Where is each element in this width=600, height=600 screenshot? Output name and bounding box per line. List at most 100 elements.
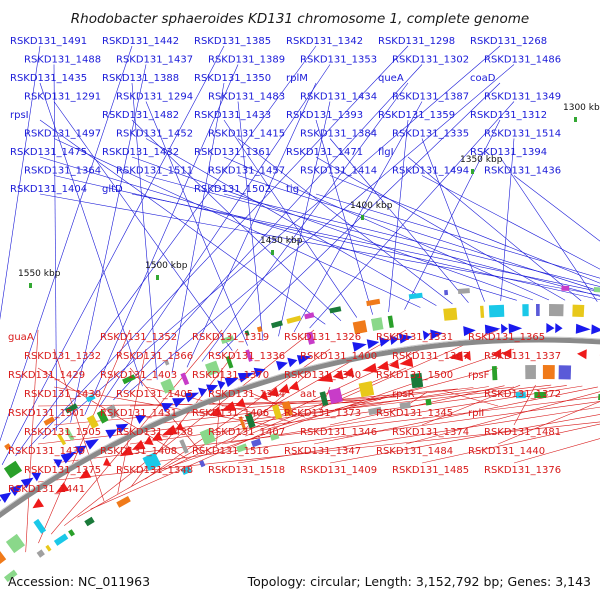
feature-block — [180, 372, 190, 386]
forward-gene-label: rplM — [286, 73, 308, 84]
gc-marker — [534, 392, 546, 398]
gc-marker — [425, 398, 432, 406]
feature-block — [5, 533, 26, 554]
forward-gene-label: coaD — [470, 73, 496, 84]
forward-gene-label: RSKD131_1394 — [470, 147, 547, 158]
tick-label: 1450 kbp — [260, 236, 303, 246]
reverse-gene-arrow — [448, 351, 463, 362]
forward-gene-arrow — [198, 387, 208, 397]
gc-marker — [199, 460, 206, 468]
reverse-gene-label: aat — [300, 389, 316, 400]
gc-marker — [122, 374, 136, 385]
tick-mark — [156, 275, 159, 280]
feature-block — [245, 349, 253, 362]
gc-marker — [116, 496, 131, 508]
reverse-gene-label: RSKD131_1319 — [192, 332, 269, 343]
gc-marker — [53, 533, 69, 546]
feature-block — [205, 360, 221, 376]
forward-gene-arrow — [31, 472, 42, 482]
reverse-gene-arrow — [317, 372, 333, 383]
forward-gene-arrow — [53, 459, 63, 468]
feature-block — [106, 404, 119, 419]
forward-gene-label: RSKD131_1475 — [10, 147, 87, 158]
reverse-gene-arrow — [362, 363, 378, 373]
forward-gene-label: flgI — [378, 147, 394, 158]
feature-block — [572, 304, 585, 317]
forward-gene-label: RSKD131_1434 — [300, 92, 377, 103]
forward-gene-label: RSKD131_1384 — [300, 129, 377, 140]
reverse-label-connector — [221, 396, 397, 407]
forward-gene-arrow — [75, 445, 87, 456]
forward-label-connector — [53, 175, 600, 301]
reverse-gene-label: RSKD131_1430 — [24, 389, 101, 400]
reverse-gene-arrow — [332, 369, 344, 380]
forward-label-connector — [98, 64, 331, 408]
forward-label-connector — [53, 138, 421, 308]
forward-label-connector — [39, 82, 143, 387]
reverse-gene-label: RSKD131_1407 — [208, 427, 285, 438]
tick-mark — [271, 250, 274, 255]
reverse-gene-label: RSKD131_1332 — [24, 351, 101, 362]
reverse-gene-label: RSKD131_1505 — [24, 427, 101, 438]
forward-label-connector — [0, 45, 41, 321]
forward-label-connector — [293, 101, 423, 333]
forward-gene-arrow — [135, 415, 147, 424]
reverse-label-connector — [117, 348, 147, 494]
forward-gene-arrow — [287, 357, 298, 368]
forward-gene-label: RSKD131_1483 — [208, 92, 285, 103]
gc-marker — [4, 569, 18, 582]
reverse-gene-arrow — [209, 406, 223, 416]
forward-gene-label: RSKD131_1353 — [300, 55, 377, 66]
forward-gene-arrow — [237, 372, 255, 383]
forward-gene-arrow — [463, 326, 476, 337]
forward-label-connector — [131, 156, 534, 301]
reverse-gene-label: RSKD131_1406 — [192, 408, 269, 419]
forward-label-connector — [84, 64, 239, 415]
forward-label-connector — [315, 119, 373, 315]
feature-block — [272, 404, 283, 420]
forward-gene-label: RSKD131_1488 — [24, 55, 101, 66]
feature-block — [86, 414, 99, 429]
forward-label-connector — [145, 101, 248, 346]
reverse-gene-arrow — [343, 367, 355, 378]
forward-gene-label: RSKD131_1388 — [102, 73, 179, 84]
feature-block — [238, 416, 247, 431]
gc-marker — [457, 288, 470, 294]
forward-gene-arrow — [253, 367, 266, 378]
forward-gene-label: RSKD131_1294 — [116, 92, 193, 103]
forward-gene-label: RSKD131_1387 — [392, 92, 469, 103]
forward-label-connector — [145, 175, 600, 297]
feature-block — [199, 427, 216, 446]
forward-gene-arrow — [555, 323, 563, 334]
forward-gene-arrow — [0, 499, 2, 502]
backbone-arc — [0, 337, 600, 519]
forward-gene-arrow — [389, 335, 399, 345]
reverse-gene-arrow — [492, 348, 502, 359]
reverse-label-connector — [37, 421, 600, 483]
forward-gene-label: RSKD131_1312 — [470, 110, 547, 121]
accession-text: Accession: NC_011963 — [8, 574, 151, 589]
reverse-gene-arrow — [103, 457, 112, 467]
reverse-gene-label: RSKD131_1439 — [8, 446, 85, 457]
gc-marker — [515, 392, 526, 399]
feature-block — [525, 365, 536, 380]
reverse-gene-arrow — [152, 431, 163, 441]
feature-block — [281, 400, 293, 417]
reverse-label-connector — [216, 367, 223, 448]
reverse-gene-label: RSKD131_1372 — [484, 389, 561, 400]
forward-gene-arrow — [366, 339, 380, 349]
gc-marker — [399, 401, 411, 410]
reverse-gene-label: RSKD131_1431 — [100, 408, 177, 419]
reverse-label-connector — [513, 384, 536, 426]
forward-gene-arrow — [508, 323, 523, 334]
tick-mark — [471, 169, 474, 174]
forward-gene-arrow — [501, 323, 508, 334]
gc-marker — [304, 312, 315, 320]
reverse-label-connector — [497, 401, 600, 445]
forward-label-connector — [0, 45, 133, 442]
forward-label-connector — [315, 193, 600, 279]
reverse-label-connector — [329, 414, 600, 464]
forward-gene-arrow — [546, 323, 555, 333]
reverse-gene-label: RSKD131_1370 — [192, 370, 269, 381]
